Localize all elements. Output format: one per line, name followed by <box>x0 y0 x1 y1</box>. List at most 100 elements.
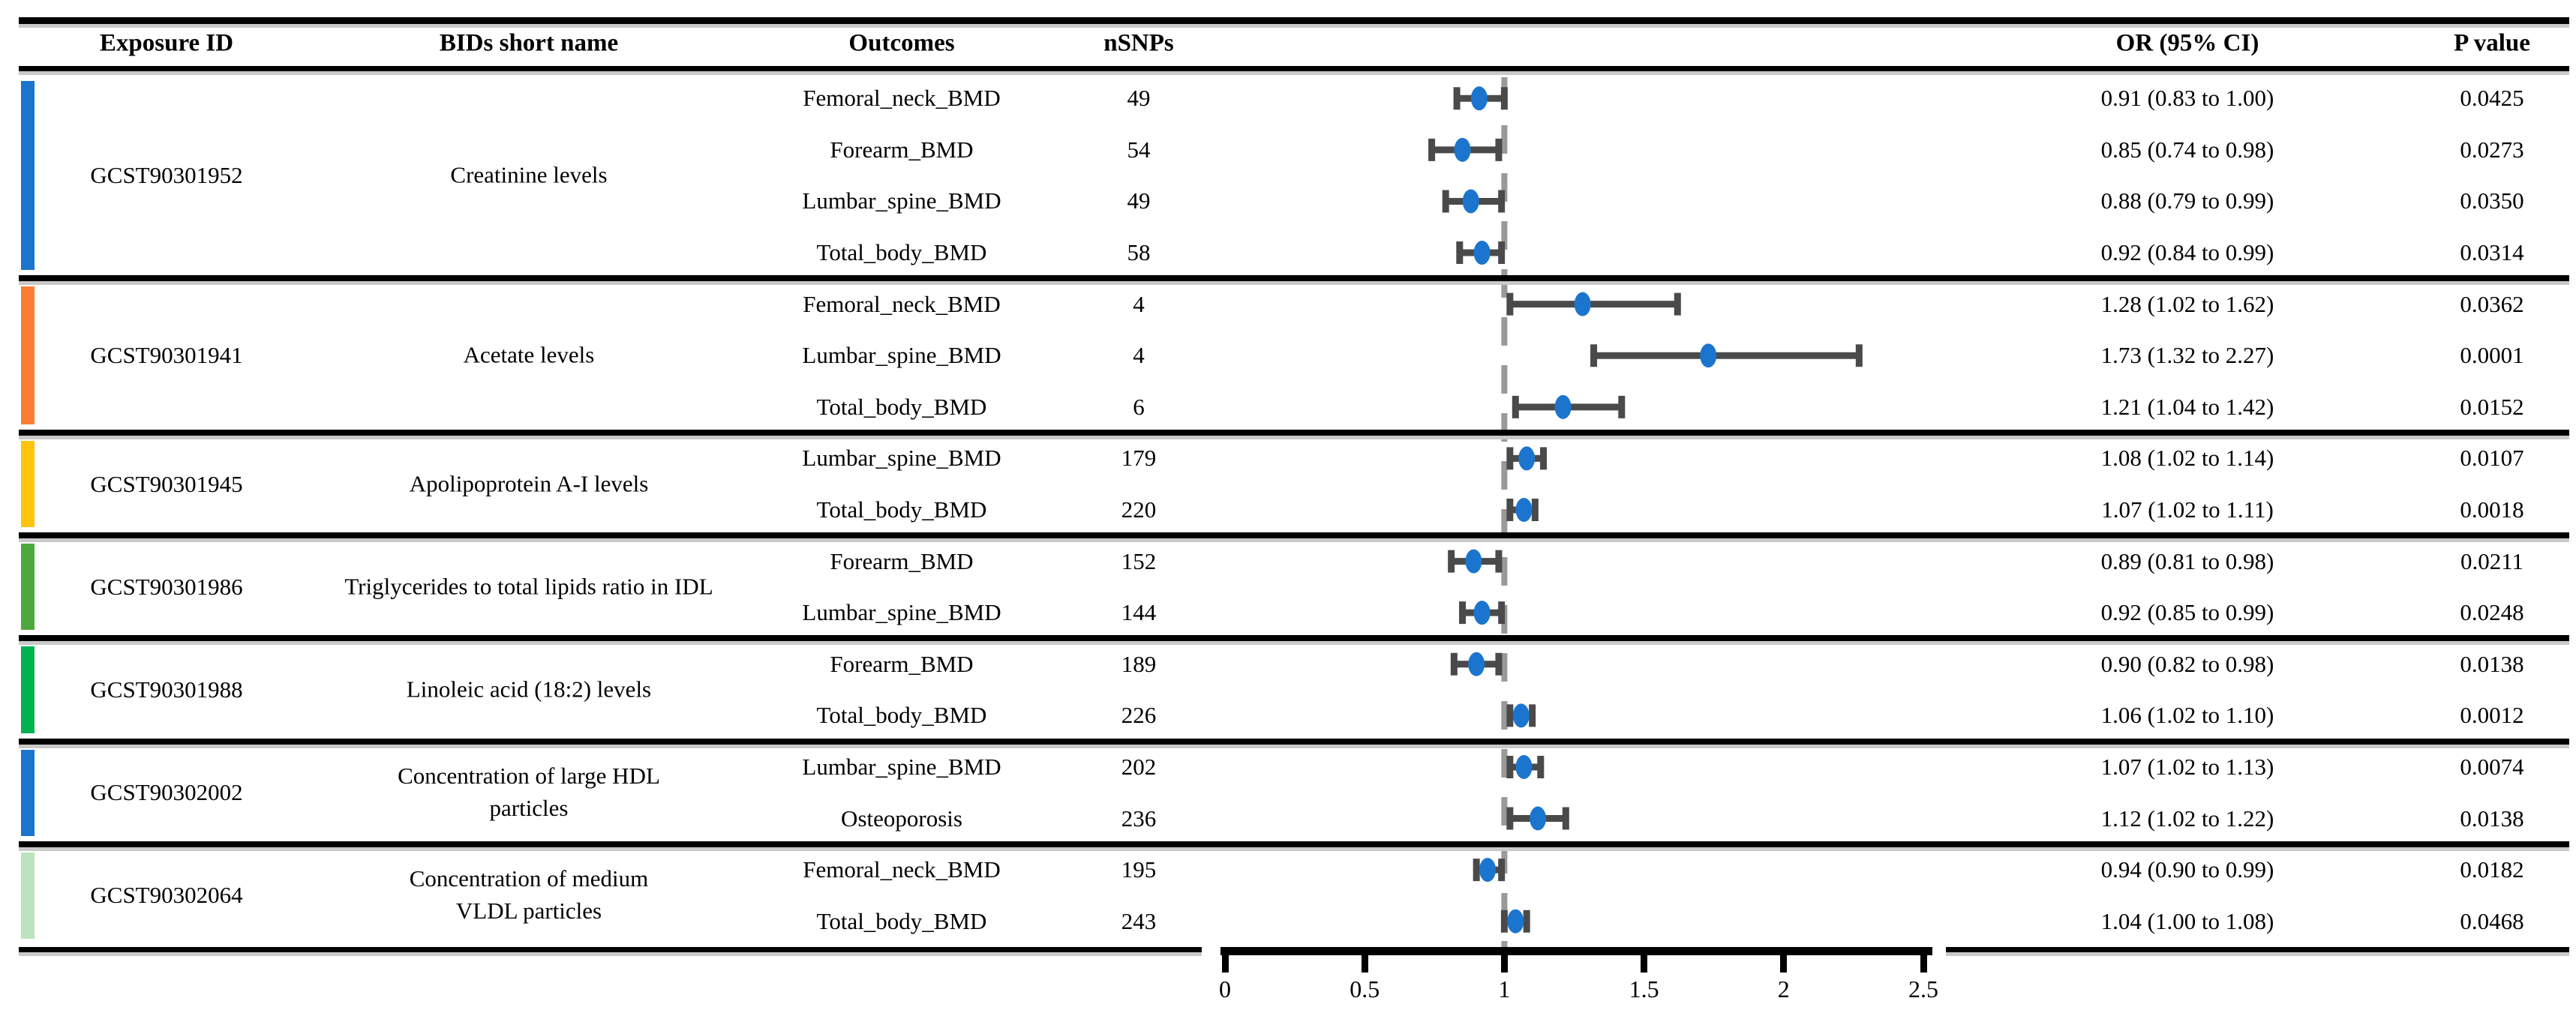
nsnps-value: 58 <box>1127 238 1151 265</box>
p-value: 0.0248 <box>2460 599 2524 626</box>
or-ci-value: 0.89 (0.81 to 0.98) <box>2100 547 2274 574</box>
point-estimate <box>1507 909 1524 934</box>
group-separator <box>19 275 2569 282</box>
exposure-id: GCST90301945 <box>90 470 243 497</box>
p-value: 0.0211 <box>2460 547 2524 574</box>
p-value: 0.0138 <box>2460 805 2524 832</box>
nsnps-value: 49 <box>1127 187 1151 214</box>
p-value: 0.0314 <box>2460 238 2524 265</box>
p-value: 0.0152 <box>2460 393 2524 420</box>
nsnps-value: 4 <box>1133 290 1145 317</box>
or-ci-value: 1.12 (1.02 to 1.22) <box>2100 805 2274 832</box>
outcome-label: Total_body_BMD <box>816 702 987 729</box>
point-estimate <box>1465 549 1482 574</box>
p-value: 0.0074 <box>2460 753 2524 780</box>
outcome-label: Forearm_BMD <box>830 547 974 574</box>
group-color-bar <box>21 286 35 425</box>
x-axis-tick <box>1361 947 1368 973</box>
bids-short-name: Linoleic acid (18:2) levels <box>406 676 652 703</box>
p-value: 0.0182 <box>2460 856 2524 883</box>
point-estimate <box>1473 241 1491 265</box>
p-value: 0.0350 <box>2460 187 2524 214</box>
exposure-id: GCST90302064 <box>90 882 243 909</box>
or-ci-value: 0.92 (0.84 to 0.99) <box>2100 238 2274 265</box>
nsnps-value: 49 <box>1127 85 1151 112</box>
x-axis-tick-label: 1 <box>1498 976 1511 1003</box>
outcome-label: Femoral_neck_BMD <box>803 290 1001 317</box>
nsnps-value: 226 <box>1121 702 1157 729</box>
exposure-group-GCST90301952: GCST90301952 Creatinine levels Femoral_nec… <box>0 73 2576 278</box>
nsnps-value: 144 <box>1121 599 1157 626</box>
header-underline <box>19 66 2569 71</box>
or-ci-value: 1.06 (1.02 to 1.10) <box>2100 702 2274 729</box>
x-axis-tick <box>1221 947 1229 973</box>
table-top-border <box>19 17 2569 24</box>
column-header-nsnps: nSNPs <box>1103 29 1174 57</box>
x-axis-line <box>1220 947 1932 955</box>
group-color-bar <box>21 646 35 733</box>
outcome-label: Forearm_BMD <box>830 650 974 677</box>
exposure-group-GCST90302064: GCST90302064 Concentration of medium VLDL … <box>0 844 2576 947</box>
column-header-exposure-id: Exposure ID <box>99 29 234 57</box>
p-value: 0.0273 <box>2460 136 2524 163</box>
nsnps-value: 179 <box>1121 445 1157 472</box>
x-axis-tick <box>1780 947 1788 973</box>
p-value: 0.0138 <box>2460 650 2524 677</box>
outcome-label: Osteoporosis <box>841 805 962 832</box>
exposure-id: GCST90301941 <box>90 342 243 369</box>
bids-short-name: Acetate levels <box>463 341 595 368</box>
point-estimate <box>1454 137 1471 162</box>
column-header-outcomes: Outcomes <box>848 29 955 57</box>
or-ci-value: 1.73 (1.32 to 2.27) <box>2100 342 2274 369</box>
group-separator <box>19 635 2569 642</box>
nsnps-value: 152 <box>1121 547 1157 574</box>
group-separator <box>19 738 2569 745</box>
p-value: 0.0018 <box>2460 496 2524 523</box>
x-axis-tick <box>1920 947 1927 973</box>
or-ci-value: 0.90 (0.82 to 0.98) <box>2100 650 2274 677</box>
or-ci-value: 0.91 (0.83 to 1.00) <box>2100 85 2274 112</box>
p-value: 0.0001 <box>2460 342 2524 369</box>
bids-short-name: Concentration of medium VLDL particles <box>409 865 649 925</box>
exposure-group-GCST90301945: GCST90301945 Apolipoprotein A-I levels Lum… <box>0 433 2576 535</box>
p-value: 0.0107 <box>2460 445 2524 472</box>
outcome-label: Lumbar_spine_BMD <box>802 445 1001 472</box>
or-ci-value: 1.04 (1.00 to 1.08) <box>2100 907 2274 934</box>
group-color-bar <box>21 749 35 836</box>
point-estimate <box>1470 86 1488 111</box>
bids-short-name: Creatinine levels <box>450 161 608 188</box>
x-axis-tick <box>1641 947 1648 973</box>
outcome-label: Total_body_BMD <box>816 496 987 523</box>
column-header-p-value: P value <box>2454 29 2530 57</box>
or-ci-value: 0.88 (0.79 to 0.99) <box>2100 187 2274 214</box>
group-color-bar <box>21 441 35 528</box>
x-axis-tick-label: 0 <box>1219 976 1231 1003</box>
group-color-bar <box>21 81 35 271</box>
or-ci-value: 1.21 (1.04 to 1.42) <box>2100 393 2274 420</box>
table-bottom-border-right <box>1946 947 2569 952</box>
bids-short-name: Triglycerides to total lipids ratio in I… <box>344 573 713 600</box>
nsnps-value: 243 <box>1121 907 1157 934</box>
nsnps-value: 4 <box>1133 342 1145 369</box>
p-value: 0.0468 <box>2460 907 2524 934</box>
exposure-group-GCST90301988: GCST90301988 Linoleic acid (18:2) levels F… <box>0 638 2576 741</box>
outcome-label: Forearm_BMD <box>830 136 974 163</box>
point-estimate <box>1518 446 1536 471</box>
p-value: 0.0012 <box>2460 702 2524 729</box>
p-value: 0.0362 <box>2460 290 2524 317</box>
exposure-id: GCST90301988 <box>90 676 243 703</box>
outcome-label: Total_body_BMD <box>816 238 987 265</box>
exposure-id: GCST90302002 <box>90 779 243 806</box>
outcome-label: Femoral_neck_BMD <box>803 85 1001 112</box>
group-color-bar <box>21 852 35 939</box>
point-estimate <box>1700 343 1717 368</box>
bids-short-name: Concentration of large HDL particles <box>398 763 660 822</box>
group-separator <box>19 532 2569 539</box>
exposure-id: GCST90301986 <box>90 573 243 600</box>
or-ci-value: 1.07 (1.02 to 1.13) <box>2100 753 2274 780</box>
group-separator <box>19 841 2569 847</box>
p-value: 0.0425 <box>2460 85 2524 112</box>
or-ci-value: 0.94 (0.90 to 0.99) <box>2100 856 2274 883</box>
outcome-label: Lumbar_spine_BMD <box>802 599 1001 626</box>
